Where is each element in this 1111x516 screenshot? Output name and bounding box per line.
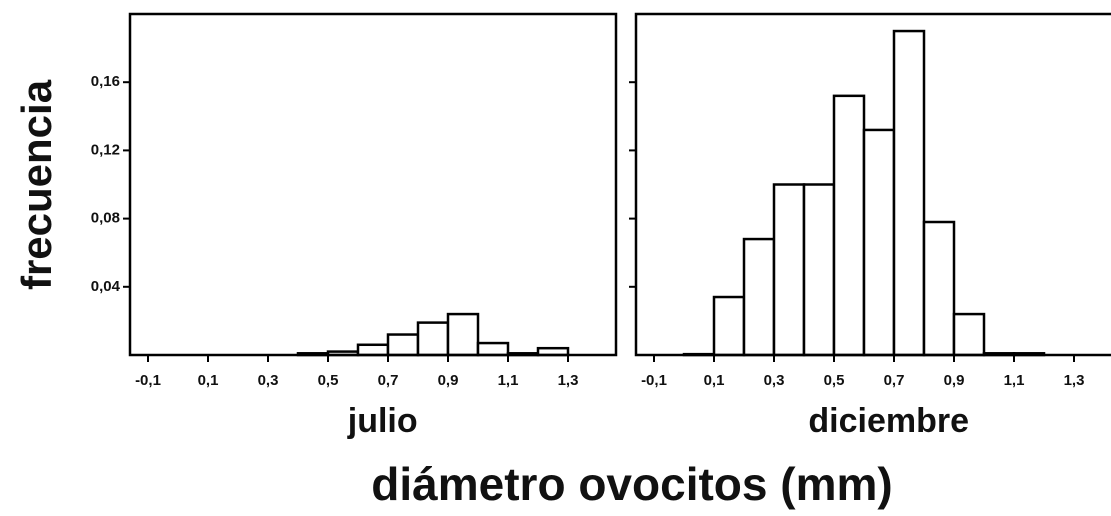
x-tick-label: 0,7 <box>378 372 399 389</box>
bar <box>832 94 866 357</box>
x-tick-label: 1,1 <box>498 372 519 389</box>
panel-label: julio <box>347 402 418 440</box>
x-tick-label: 0,3 <box>258 372 279 389</box>
y-tick-label: 0,16 <box>91 73 120 90</box>
x-tick-label: 0,7 <box>884 372 905 389</box>
y-axis-label: frecuencia <box>13 79 60 290</box>
x-tick-label: 0,1 <box>198 372 219 389</box>
bar <box>476 341 510 357</box>
x-tick-label: 0,9 <box>438 372 459 389</box>
y-tick-label: 0,08 <box>91 210 120 227</box>
bar <box>922 220 956 357</box>
x-tick-label: 0,5 <box>824 372 845 389</box>
bar <box>892 29 926 357</box>
bar <box>862 128 896 357</box>
bar <box>416 321 450 357</box>
x-tick-label: 0,3 <box>764 372 785 389</box>
x-tick-label: -0,1 <box>641 372 667 389</box>
y-tick-label: 0,04 <box>91 278 121 295</box>
x-tick-label: 1,3 <box>558 372 579 389</box>
x-tick-label: 1,3 <box>1064 372 1085 389</box>
x-tick-label: 0,9 <box>944 372 965 389</box>
x-tick-label: 1,1 <box>1004 372 1025 389</box>
bar <box>952 312 986 357</box>
x-tick-label: -0,1 <box>135 372 161 389</box>
bar <box>386 333 420 357</box>
panel-label: diciembre <box>808 402 969 440</box>
bar <box>772 183 806 357</box>
bar <box>446 312 480 357</box>
bar <box>742 237 776 357</box>
y-tick-label: 0,12 <box>91 141 120 158</box>
bar <box>356 343 390 357</box>
plot-frame <box>634 12 1111 357</box>
plot-frame <box>128 12 618 357</box>
x-tick-label: 0,5 <box>318 372 339 389</box>
bar <box>712 295 746 357</box>
x-axis-label: diámetro ovocitos (mm) <box>371 458 892 510</box>
bar <box>802 183 836 357</box>
x-tick-label: 0,1 <box>704 372 725 389</box>
